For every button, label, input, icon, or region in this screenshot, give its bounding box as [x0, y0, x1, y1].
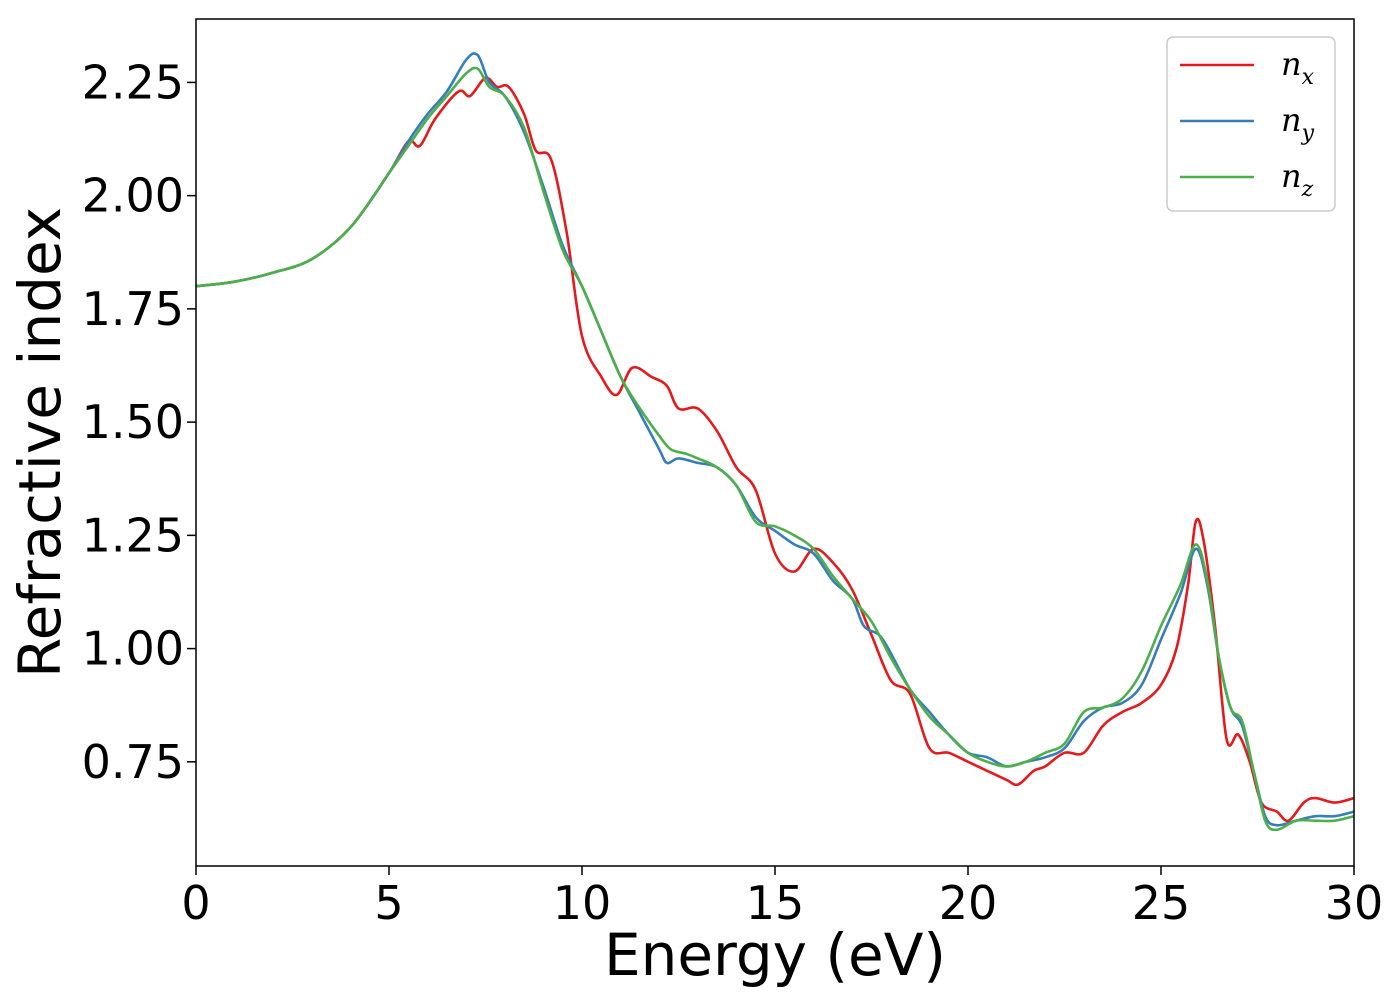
y-tick-label: 1.50	[82, 395, 184, 449]
y-axis-ticks: 0.75 1.00 1.25 1.50 1.75 2.00 2.25	[82, 55, 196, 789]
x-tick-label: 0	[181, 876, 210, 930]
y-tick-label: 2.25	[82, 55, 184, 109]
x-tick-label: 20	[939, 876, 998, 930]
legend-box	[1166, 36, 1336, 212]
y-tick-label: 1.25	[82, 508, 184, 562]
x-tick-label: 30	[1325, 876, 1384, 930]
y-tick-label: 0.75	[82, 735, 184, 789]
x-tick-label: 10	[553, 876, 612, 930]
y-tick-label: 1.75	[82, 282, 184, 336]
series-layer	[195, 52, 1355, 832]
series-line-z	[195, 66, 1355, 832]
y-axis-label: Refractive index	[6, 207, 74, 678]
x-axis-label: Energy (eV)	[604, 921, 946, 989]
x-tick-label: 15	[746, 876, 805, 930]
x-tick-label: 5	[374, 876, 403, 930]
x-axis-ticks: 0 5 10 15 20 25 30	[181, 866, 1383, 930]
series-line-x	[195, 76, 1355, 823]
y-tick-label: 1.00	[82, 622, 184, 676]
x-tick-label: 25	[1132, 876, 1191, 930]
y-tick-label: 2.00	[82, 169, 184, 223]
